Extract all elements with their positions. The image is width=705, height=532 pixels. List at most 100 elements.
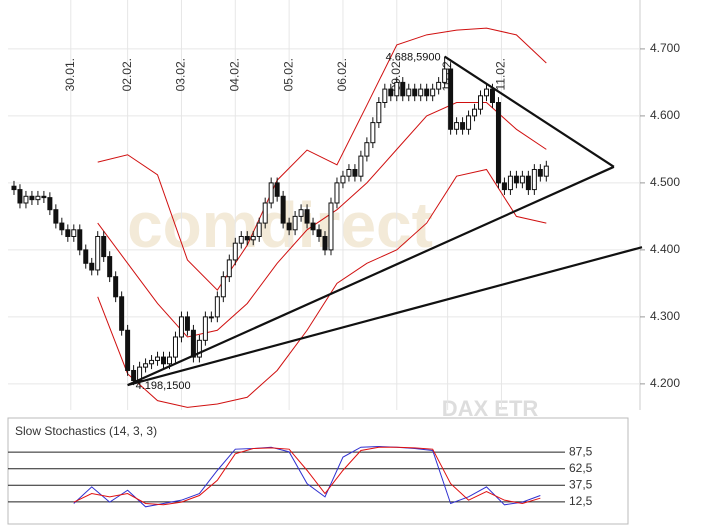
candle-body — [370, 122, 376, 144]
y-tick-label: 62,5 — [569, 461, 593, 475]
candle-body — [316, 229, 322, 237]
candle-body — [172, 336, 178, 358]
bollinger-band — [97, 27, 547, 291]
candle-body — [161, 356, 167, 365]
candle-body — [400, 81, 406, 97]
candle-body — [352, 168, 358, 177]
candle-body — [328, 202, 334, 251]
stoch-title: Slow Stochastics (14, 3, 3) — [15, 424, 157, 438]
candle-body — [220, 276, 226, 298]
x-tick-label: 03.02. — [174, 58, 188, 91]
candle-body — [232, 242, 238, 261]
candle-body — [35, 195, 41, 201]
candle-body — [83, 249, 89, 264]
candle-body — [65, 229, 71, 237]
candle-body — [238, 235, 244, 244]
candle-body — [11, 185, 17, 191]
candle-body — [519, 175, 525, 184]
candle-body — [71, 229, 77, 237]
candle-body — [382, 88, 388, 104]
candle-body — [286, 222, 292, 231]
stoch-line — [73, 446, 541, 508]
candle-body — [256, 222, 262, 237]
candle-body — [262, 202, 268, 224]
candle-body — [95, 235, 101, 271]
watermark: comdirect — [127, 189, 433, 261]
candle-body — [101, 235, 107, 258]
candle-body — [89, 262, 95, 271]
y-tick-label: 4.500 — [650, 175, 680, 189]
annotation: 4.198,1500 — [136, 380, 191, 392]
y-tick-label: 4.600 — [650, 108, 680, 122]
candle-body — [190, 329, 196, 358]
candle-body — [143, 363, 149, 368]
candle-body — [280, 195, 286, 224]
candle-body — [119, 296, 125, 331]
candle-body — [424, 88, 430, 97]
candle-body — [543, 165, 549, 177]
bollinger-band — [97, 168, 547, 408]
candle-body — [113, 276, 119, 298]
candle-body — [125, 329, 131, 371]
candle-body — [537, 168, 543, 177]
x-tick-label: 11.02. — [494, 58, 508, 90]
candle-body — [155, 356, 161, 361]
y-tick-label: 37,5 — [569, 477, 593, 491]
candle-body — [310, 222, 316, 231]
candle-body — [41, 195, 47, 199]
candle-body — [178, 316, 184, 338]
trendline — [127, 246, 643, 387]
candle-body — [77, 229, 83, 251]
index-label: DAX ETR — [442, 396, 539, 421]
candle-body — [47, 197, 53, 211]
candle-body — [525, 175, 531, 191]
stoch-frame — [7, 417, 629, 525]
candle-body — [436, 81, 442, 90]
x-tick-label: 05.02. — [281, 58, 295, 91]
candle-body — [268, 182, 274, 204]
candle-body — [364, 142, 370, 157]
candle-body — [430, 88, 436, 97]
stoch-line — [73, 446, 541, 506]
candle-body — [196, 339, 202, 358]
candle-body — [304, 209, 310, 224]
y-tick-label: 12,5 — [569, 494, 593, 508]
candle-body — [23, 195, 29, 204]
candle-body — [208, 316, 214, 319]
trendline — [127, 165, 615, 387]
candle-body — [166, 356, 172, 365]
candle-body — [17, 189, 23, 204]
x-tick-label: 09.02. — [389, 58, 403, 91]
candle-body — [322, 235, 328, 251]
trendline — [444, 55, 615, 168]
candle-body — [406, 88, 412, 97]
candle-body — [513, 175, 519, 184]
candle-body — [507, 175, 513, 191]
candle-body — [53, 209, 59, 224]
candle-body — [149, 359, 155, 365]
y-tick-label: 87,5 — [569, 444, 593, 458]
candle-body — [501, 182, 507, 191]
candle-body — [418, 88, 424, 97]
candle-body — [214, 296, 220, 318]
y-tick-label: 4.200 — [650, 376, 680, 390]
y-tick-label: 4.400 — [650, 242, 680, 256]
candle-body — [244, 235, 250, 241]
candle-body — [202, 316, 208, 341]
candle-body — [59, 222, 65, 231]
candle-body — [388, 88, 394, 97]
candle-body — [226, 259, 232, 278]
candle-body — [454, 122, 460, 130]
candle-body — [334, 182, 340, 204]
candle-body — [460, 122, 466, 130]
candle-body — [184, 316, 190, 331]
candle-body — [292, 215, 298, 231]
candle-body — [448, 68, 454, 130]
candle-body — [394, 81, 400, 97]
candle-body — [531, 168, 537, 191]
candle-body — [442, 68, 448, 83]
candle-body — [483, 88, 489, 97]
candle-body — [358, 155, 364, 177]
